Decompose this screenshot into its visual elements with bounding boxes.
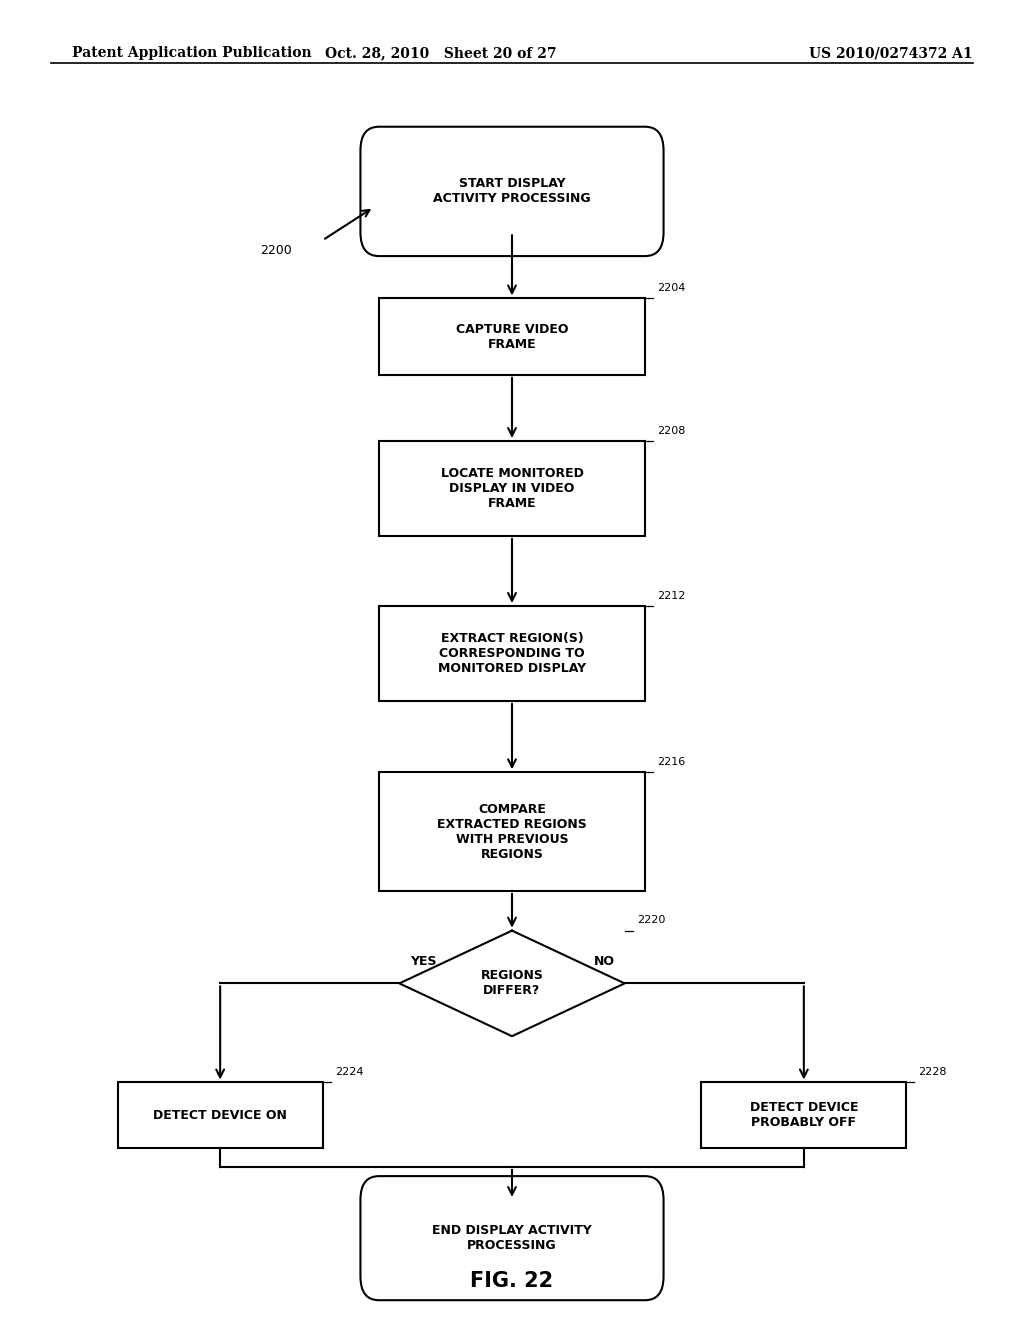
FancyBboxPatch shape [360,1176,664,1300]
Bar [701,1082,906,1148]
Text: 2212: 2212 [657,590,686,601]
FancyBboxPatch shape [360,127,664,256]
Text: Patent Application Publication: Patent Application Publication [72,46,311,61]
Text: START DISPLAY
ACTIVITY PROCESSING: START DISPLAY ACTIVITY PROCESSING [433,177,591,206]
Text: DETECT DEVICE
PROBABLY OFF: DETECT DEVICE PROBABLY OFF [750,1101,858,1130]
Text: 2208: 2208 [657,425,686,436]
Text: 2228: 2228 [919,1067,947,1077]
Text: EXTRACT REGION(S)
CORRESPONDING TO
MONITORED DISPLAY: EXTRACT REGION(S) CORRESPONDING TO MONIT… [438,632,586,675]
Text: US 2010/0274372 A1: US 2010/0274372 A1 [809,46,973,61]
Text: FIG. 22: FIG. 22 [470,1271,554,1291]
Text: LOCATE MONITORED
DISPLAY IN VIDEO
FRAME: LOCATE MONITORED DISPLAY IN VIDEO FRAME [440,467,584,510]
Bar [118,1082,323,1148]
Text: 2220: 2220 [637,915,666,925]
Bar [379,606,645,701]
Text: 2216: 2216 [657,756,686,767]
Text: Oct. 28, 2010   Sheet 20 of 27: Oct. 28, 2010 Sheet 20 of 27 [325,46,556,61]
Bar [379,772,645,891]
Bar [379,441,645,536]
Text: END DISPLAY ACTIVITY
PROCESSING: END DISPLAY ACTIVITY PROCESSING [432,1224,592,1253]
Text: NO: NO [593,954,614,968]
Text: DETECT DEVICE ON: DETECT DEVICE ON [154,1109,287,1122]
Text: COMPARE
EXTRACTED REGIONS
WITH PREVIOUS
REGIONS: COMPARE EXTRACTED REGIONS WITH PREVIOUS … [437,803,587,861]
Text: REGIONS
DIFFER?: REGIONS DIFFER? [480,969,544,998]
Text: YES: YES [410,954,436,968]
Bar [379,298,645,375]
Text: 2204: 2204 [657,282,686,293]
Text: 2200: 2200 [260,244,292,257]
Text: 2224: 2224 [335,1067,364,1077]
Text: CAPTURE VIDEO
FRAME: CAPTURE VIDEO FRAME [456,322,568,351]
